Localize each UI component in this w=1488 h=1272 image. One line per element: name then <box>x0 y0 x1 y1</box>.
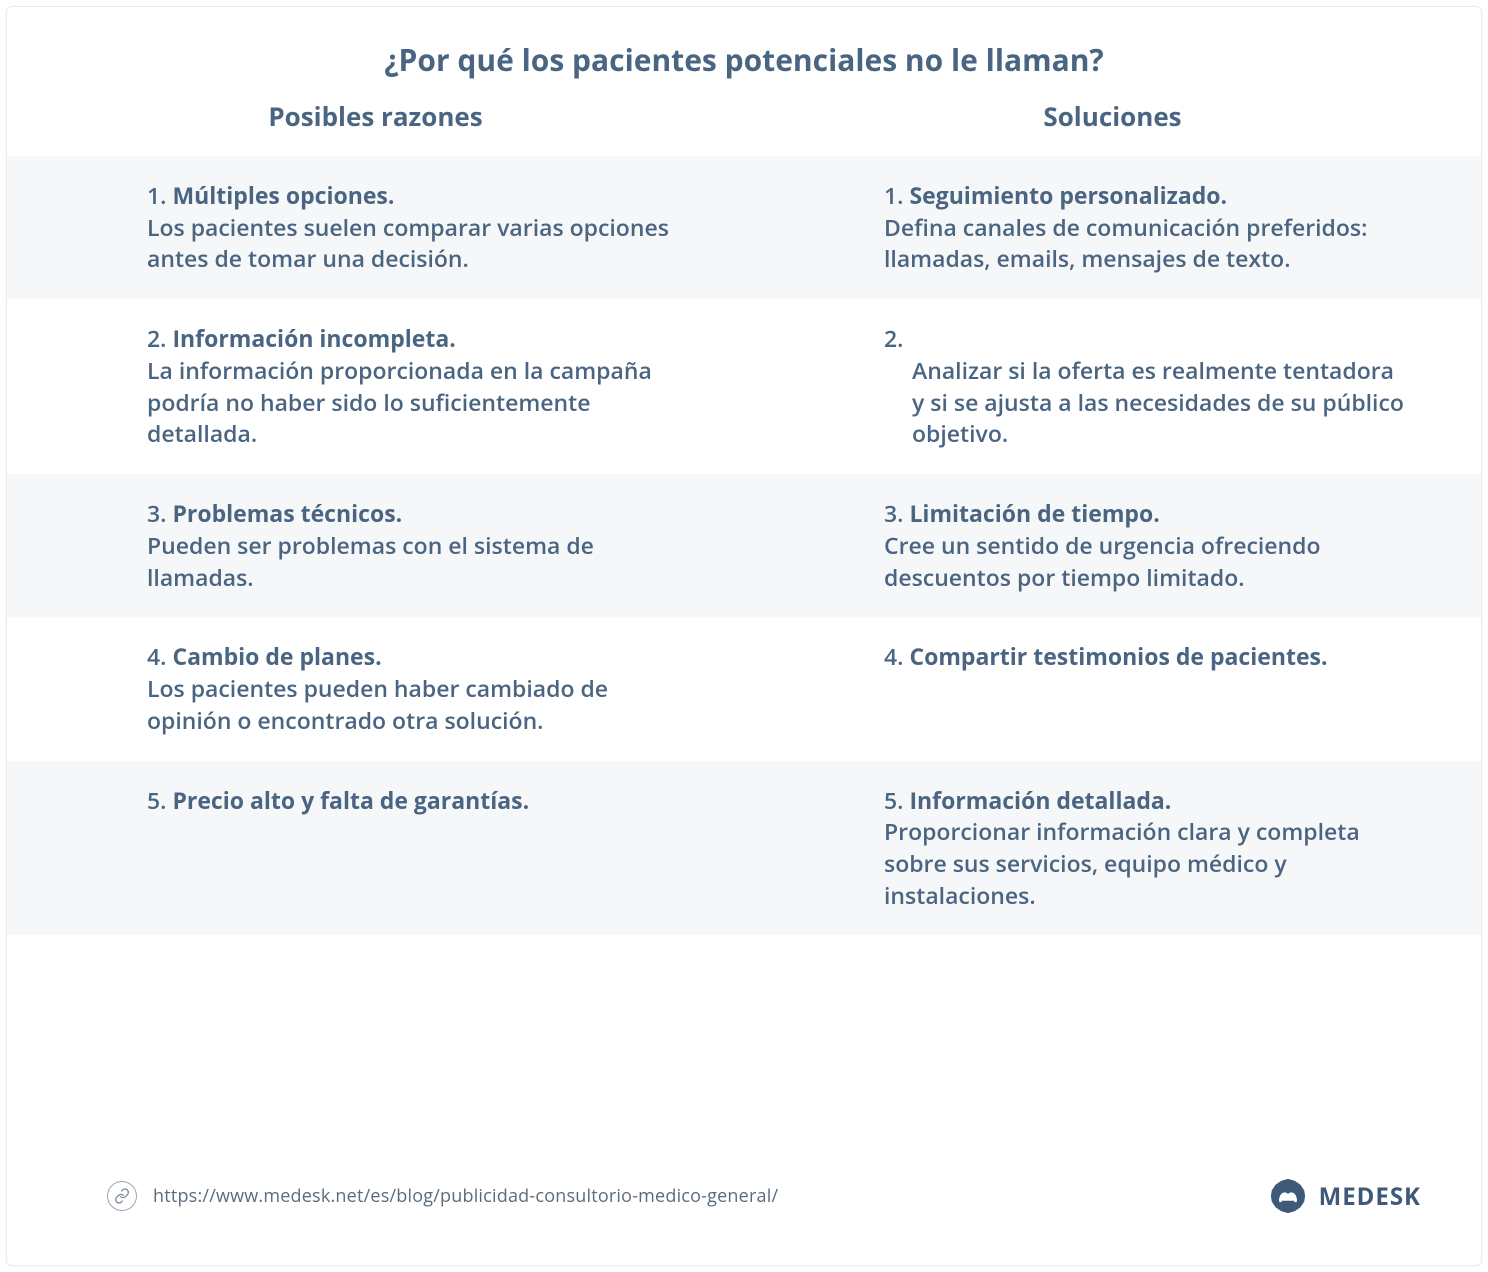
item-number: 1. <box>147 179 166 211</box>
source-url: https://www.medesk.net/es/blog/publicida… <box>153 1184 778 1208</box>
footer-source: https://www.medesk.net/es/blog/publicida… <box>107 1181 778 1211</box>
item-number: 1. <box>884 179 903 211</box>
brand-name: MEDESK <box>1319 1180 1421 1213</box>
infographic-card: ¿Por qué los pacientes potenciales no le… <box>6 6 1482 1266</box>
solution-cell: 3. Limitación de tiempo. Cree un sentido… <box>744 498 1481 593</box>
item-description: Defina canales de comunicación preferido… <box>884 212 1411 275</box>
item-description: Compartir testimonios de pacientes. <box>909 640 1327 672</box>
item-description: Cree un sentido de urgencia ofreciendo d… <box>884 530 1411 593</box>
item-description: Analizar si la oferta es realmente tenta… <box>884 355 1411 450</box>
item-title: Múltiples opciones. <box>172 179 394 211</box>
item-description: Los pacientes pueden haber cambiado de o… <box>147 673 674 736</box>
item-title: Problemas técnicos. <box>172 497 402 529</box>
solution-cell: 5. Información detallada. Proporcionar i… <box>744 785 1481 912</box>
table-row: 1. Múltiples opciones. Los pacientes sue… <box>7 156 1481 299</box>
solution-cell: 1. Seguimiento personalizado. Defina can… <box>744 180 1481 275</box>
item-title: Cambio de planes. <box>172 640 381 672</box>
item-title: Información detallada. <box>909 784 1171 816</box>
item-title: Precio alto y falta de garantías. <box>172 784 529 816</box>
item-description: Los pacientes suelen comparar varias opc… <box>147 212 674 275</box>
item-number: 5. <box>147 784 166 816</box>
reason-cell: 1. Múltiples opciones. Los pacientes sue… <box>7 180 744 275</box>
brand-logo-icon <box>1269 1177 1307 1215</box>
brand: MEDESK <box>1269 1177 1421 1215</box>
reason-cell: 5. Precio alto y falta de garantías. <box>7 785 744 912</box>
table-row: 5. Precio alto y falta de garantías. 5. … <box>7 761 1481 936</box>
item-number: 2. <box>884 322 903 354</box>
table-body: 1. Múltiples opciones. Los pacientes sue… <box>7 156 1481 1137</box>
solution-cell: 2. Analizar si la oferta es realmente te… <box>744 323 1481 450</box>
item-number: 3. <box>884 497 903 529</box>
table-row: 4. Cambio de planes. Los pacientes puede… <box>7 617 1481 760</box>
solution-cell: 4. Compartir testimonios de pacientes. <box>744 641 1481 736</box>
table-row: 2. Información incompleta. La informació… <box>7 299 1481 474</box>
item-description: La información proporcionada en la campa… <box>147 355 674 450</box>
page-title: ¿Por qué los pacientes potenciales no le… <box>7 7 1481 98</box>
item-description: Pueden ser problemas con el sistema de l… <box>147 530 674 593</box>
link-icon <box>107 1181 137 1211</box>
table-row: 3. Problemas técnicos. Pueden ser proble… <box>7 474 1481 617</box>
reason-cell: 4. Cambio de planes. Los pacientes puede… <box>7 641 744 736</box>
item-number: 4. <box>884 640 903 672</box>
item-number: 2. <box>147 322 166 354</box>
reason-cell: 3. Problemas técnicos. Pueden ser proble… <box>7 498 744 593</box>
item-number: 5. <box>884 784 903 816</box>
item-title: Información incompleta. <box>172 322 455 354</box>
header-reasons: Posibles razones <box>7 98 744 134</box>
item-description: Proporcionar información clara y complet… <box>884 816 1411 911</box>
item-title: Limitación de tiempo. <box>909 497 1159 529</box>
reason-cell: 2. Información incompleta. La informació… <box>7 323 744 450</box>
item-number: 3. <box>147 497 166 529</box>
footer: https://www.medesk.net/es/blog/publicida… <box>7 1137 1481 1265</box>
header-solutions: Soluciones <box>744 98 1481 134</box>
item-number: 4. <box>147 640 166 672</box>
item-title: Seguimiento personalizado. <box>909 179 1227 211</box>
column-headers: Posibles razones Soluciones <box>7 98 1481 156</box>
